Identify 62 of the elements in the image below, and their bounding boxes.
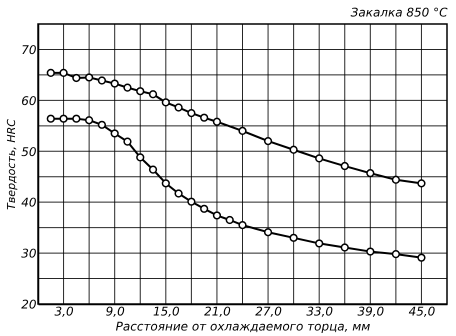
point bbox=[366, 247, 374, 256]
y-tick-label: 40 bbox=[21, 196, 37, 210]
point bbox=[315, 154, 324, 162]
x-tick-label: 39,0 bbox=[357, 304, 385, 318]
x-tick-label: 15,0 bbox=[152, 304, 180, 318]
point bbox=[46, 68, 55, 77]
point bbox=[238, 220, 247, 230]
point bbox=[226, 216, 234, 224]
x-tick-label: 21,0 bbox=[204, 304, 232, 318]
point bbox=[212, 211, 222, 220]
x-tick-label: 33,0 bbox=[306, 304, 334, 318]
x-tick-label: 27,0 bbox=[255, 304, 282, 318]
point bbox=[72, 74, 80, 82]
point bbox=[110, 129, 119, 138]
point bbox=[340, 243, 349, 252]
point bbox=[85, 73, 94, 82]
point bbox=[162, 98, 170, 106]
point bbox=[59, 114, 68, 123]
point bbox=[200, 114, 208, 122]
point bbox=[148, 90, 158, 98]
point bbox=[174, 189, 183, 198]
point bbox=[212, 118, 222, 126]
point bbox=[392, 176, 400, 184]
point bbox=[264, 228, 272, 236]
point bbox=[264, 136, 272, 146]
point bbox=[46, 114, 55, 123]
point bbox=[315, 239, 324, 248]
point bbox=[200, 204, 208, 213]
point bbox=[290, 234, 298, 242]
point bbox=[123, 84, 132, 92]
x-tick-label: 3,0 bbox=[54, 304, 74, 318]
point bbox=[417, 179, 426, 188]
point bbox=[110, 79, 119, 88]
point bbox=[174, 103, 183, 112]
point bbox=[136, 87, 144, 96]
point bbox=[187, 108, 196, 118]
x-axis-title: Расстояние от охлаждаемого торца, мм bbox=[116, 320, 370, 334]
point bbox=[238, 126, 247, 136]
x-tick-label: 45,0 bbox=[408, 304, 436, 318]
point bbox=[136, 153, 144, 162]
point bbox=[98, 76, 106, 85]
point bbox=[366, 169, 374, 178]
y-tick-label: 60 bbox=[21, 94, 37, 108]
x-tick-label: 9,0 bbox=[106, 304, 126, 318]
point bbox=[72, 114, 80, 123]
point bbox=[123, 138, 132, 146]
point bbox=[148, 166, 158, 174]
y-axis-title: Твердость, HRC bbox=[5, 118, 18, 210]
point bbox=[417, 254, 426, 262]
point bbox=[85, 116, 94, 124]
point bbox=[162, 179, 170, 188]
point bbox=[392, 250, 400, 258]
y-tick-label: 50 bbox=[21, 144, 37, 159]
point bbox=[59, 68, 68, 77]
point bbox=[290, 146, 298, 154]
y-tick-label: 20 bbox=[21, 298, 37, 312]
point bbox=[187, 198, 196, 206]
point bbox=[340, 162, 349, 170]
y-tick-label: 70 bbox=[21, 42, 37, 57]
point bbox=[98, 120, 106, 129]
chart-title: Закалка 850 °C bbox=[350, 6, 448, 20]
y-tick-label: 30 bbox=[21, 246, 37, 261]
